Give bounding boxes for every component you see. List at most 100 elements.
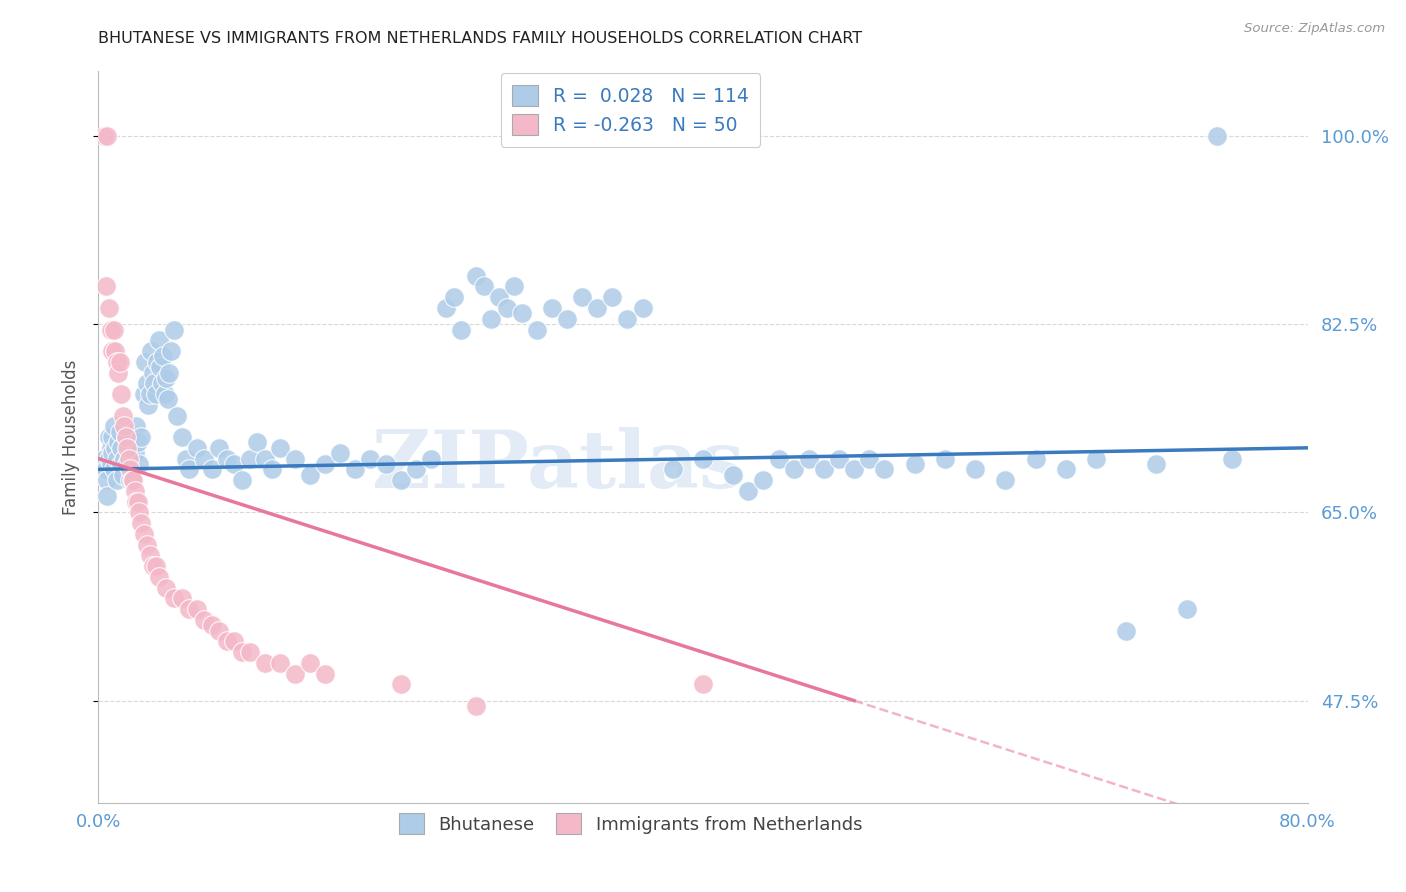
Point [98, 301, 121, 315]
Point [231, 473, 253, 487]
Point [136, 398, 159, 412]
Point [828, 451, 851, 466]
Point [768, 451, 790, 466]
Point [94, 279, 117, 293]
Point [107, 435, 129, 450]
Point [434, 301, 457, 315]
Point [132, 527, 155, 541]
Point [813, 462, 835, 476]
Point [661, 462, 683, 476]
Point [129, 516, 152, 530]
Point [112, 451, 135, 466]
Point [110, 441, 132, 455]
Point [360, 451, 382, 466]
Point [108, 355, 131, 369]
Point [571, 290, 593, 304]
Point [114, 430, 136, 444]
Point [103, 322, 125, 336]
Point [179, 462, 201, 476]
Point [495, 301, 517, 315]
Point [163, 322, 186, 336]
Point [115, 441, 138, 455]
Point [314, 666, 336, 681]
Point [179, 602, 201, 616]
Point [155, 581, 177, 595]
Point [128, 457, 150, 471]
Point [145, 387, 167, 401]
Point [389, 677, 412, 691]
Point [1144, 457, 1167, 471]
Point [737, 483, 759, 498]
Point [101, 430, 124, 444]
Point [160, 344, 183, 359]
Point [148, 333, 170, 347]
Point [107, 366, 129, 380]
Point [540, 301, 562, 315]
Point [94, 462, 117, 476]
Point [125, 494, 148, 508]
Point [420, 451, 443, 466]
Point [153, 387, 176, 401]
Point [127, 435, 149, 450]
Point [1206, 128, 1229, 143]
Point [723, 467, 745, 482]
Point [142, 559, 165, 574]
Point [253, 451, 276, 466]
Point [96, 489, 118, 503]
Point [121, 473, 143, 487]
Point [100, 457, 122, 471]
Point [269, 656, 291, 670]
Point [105, 473, 128, 487]
Point [208, 441, 231, 455]
Point [132, 387, 155, 401]
Point [110, 457, 132, 471]
Point [96, 128, 118, 143]
Point [120, 462, 142, 476]
Point [120, 473, 142, 487]
Point [124, 446, 146, 460]
Point [193, 613, 215, 627]
Point [127, 494, 149, 508]
Point [481, 311, 503, 326]
Point [193, 451, 215, 466]
Point [129, 430, 152, 444]
Point [269, 441, 291, 455]
Point [121, 451, 143, 466]
Point [465, 698, 488, 713]
Point [139, 387, 162, 401]
Point [1115, 624, 1137, 638]
Point [98, 430, 121, 444]
Point [93, 128, 115, 143]
Point [105, 451, 128, 466]
Point [104, 344, 127, 359]
Point [122, 462, 145, 476]
Point [374, 457, 396, 471]
Point [93, 451, 115, 466]
Point [1085, 451, 1108, 466]
Point [155, 371, 177, 385]
Point [224, 634, 246, 648]
Point [134, 355, 156, 369]
Point [186, 441, 208, 455]
Point [156, 392, 179, 407]
Point [299, 467, 322, 482]
Point [112, 419, 135, 434]
Point [103, 462, 125, 476]
Point [105, 355, 128, 369]
Point [100, 322, 122, 336]
Point [224, 457, 246, 471]
Point [215, 634, 238, 648]
Point [118, 441, 141, 455]
Point [231, 645, 253, 659]
Point [253, 656, 276, 670]
Point [488, 290, 510, 304]
Point [450, 322, 472, 336]
Point [135, 376, 157, 391]
Point [1175, 602, 1198, 616]
Text: ZIPatlas: ZIPatlas [371, 427, 744, 506]
Point [602, 290, 624, 304]
Point [616, 311, 638, 326]
Point [125, 419, 148, 434]
Point [201, 462, 224, 476]
Point [159, 366, 181, 380]
